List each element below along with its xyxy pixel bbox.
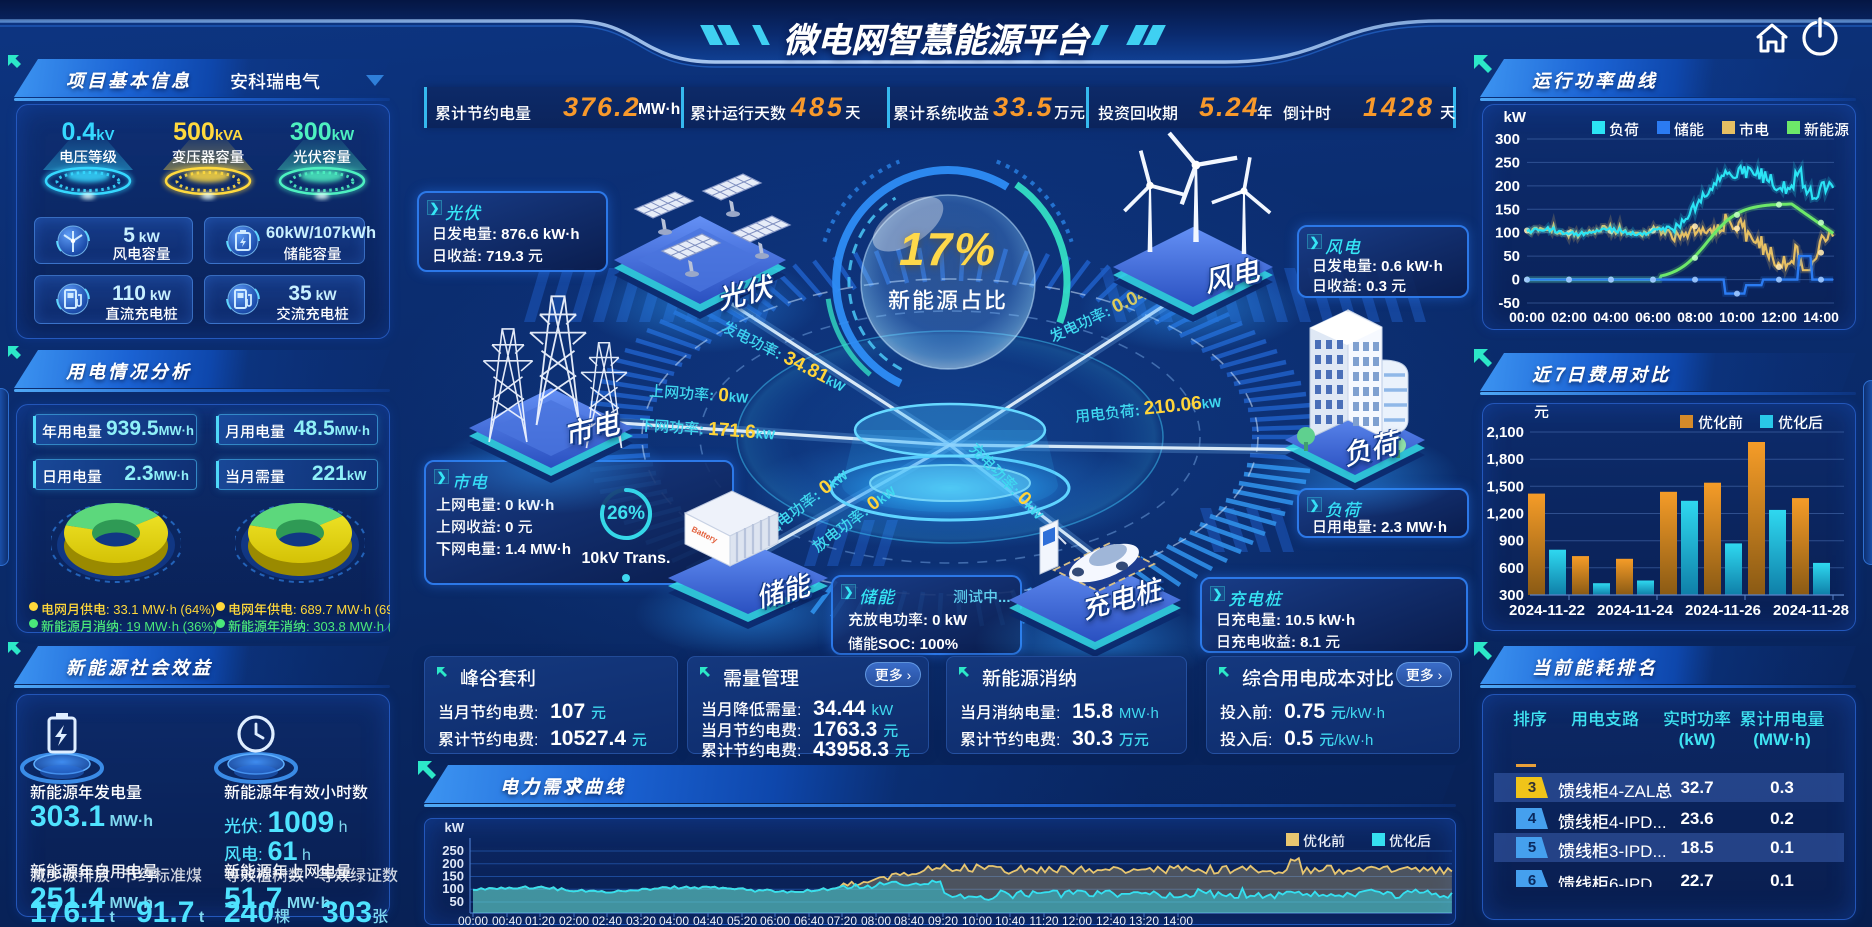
svg-text:10:40: 10:40 xyxy=(995,914,1025,927)
svg-text:09:20: 09:20 xyxy=(928,914,958,927)
svg-text:02:40: 02:40 xyxy=(592,914,622,927)
svg-text:12:00: 12:00 xyxy=(1761,309,1797,325)
svg-text:06:00: 06:00 xyxy=(1635,309,1671,325)
svg-text:05:20: 05:20 xyxy=(727,914,757,927)
svg-text:2024-11-24: 2024-11-24 xyxy=(1597,602,1674,619)
svg-text:kW: kW xyxy=(1504,109,1527,126)
svg-text:100: 100 xyxy=(442,881,464,896)
svg-text:03:20: 03:20 xyxy=(626,914,656,927)
svg-text:12:00: 12:00 xyxy=(1062,914,1092,927)
svg-text:900: 900 xyxy=(1499,533,1524,550)
svg-text:250: 250 xyxy=(1495,154,1520,171)
svg-text:2024-11-22: 2024-11-22 xyxy=(1509,602,1585,619)
svg-text:00:00: 00:00 xyxy=(1509,309,1545,325)
svg-text:150: 150 xyxy=(442,869,464,884)
svg-text:06:40: 06:40 xyxy=(794,914,824,927)
svg-text:14:00: 14:00 xyxy=(1163,914,1193,927)
svg-text:150: 150 xyxy=(1495,201,1520,218)
svg-text:14:00: 14:00 xyxy=(1803,309,1839,325)
svg-text:01:20: 01:20 xyxy=(525,914,555,927)
svg-text:200: 200 xyxy=(442,856,464,871)
svg-text:12:40: 12:40 xyxy=(1096,914,1126,927)
svg-text:300: 300 xyxy=(1499,587,1524,604)
svg-text:13:20: 13:20 xyxy=(1129,914,1159,927)
svg-text:2024-11-28: 2024-11-28 xyxy=(1773,602,1849,619)
svg-text:50: 50 xyxy=(450,894,464,909)
svg-text:kW: kW xyxy=(445,820,465,835)
svg-text:11:20: 11:20 xyxy=(1029,914,1058,927)
svg-text:10:00: 10:00 xyxy=(962,914,992,927)
svg-text:-50: -50 xyxy=(1498,295,1520,312)
svg-text:0: 0 xyxy=(1512,272,1520,289)
svg-text:50: 50 xyxy=(1503,248,1520,265)
svg-text:08:00: 08:00 xyxy=(1677,309,1713,325)
svg-text:10:00: 10:00 xyxy=(1719,309,1755,325)
svg-text:07:20: 07:20 xyxy=(827,914,857,927)
svg-text:1,800: 1,800 xyxy=(1486,451,1524,468)
svg-text:250: 250 xyxy=(442,843,464,858)
svg-text:08:40: 08:40 xyxy=(894,914,924,927)
svg-text:600: 600 xyxy=(1499,560,1524,577)
svg-text:2,100: 2,100 xyxy=(1486,424,1524,441)
svg-text:08:00: 08:00 xyxy=(861,914,891,927)
svg-text:200: 200 xyxy=(1495,178,1520,195)
svg-text:1,500: 1,500 xyxy=(1486,478,1524,495)
svg-text:100: 100 xyxy=(1495,225,1520,242)
svg-text:300: 300 xyxy=(1495,131,1520,148)
svg-text:00:00: 00:00 xyxy=(458,914,488,927)
svg-text:2024-11-26: 2024-11-26 xyxy=(1685,602,1761,619)
svg-text:04:40: 04:40 xyxy=(693,914,723,927)
svg-text:元: 元 xyxy=(1534,404,1549,421)
svg-text:1,200: 1,200 xyxy=(1486,506,1524,523)
svg-text:06:00: 06:00 xyxy=(760,914,790,927)
svg-text:02:00: 02:00 xyxy=(559,914,589,927)
svg-text:04:00: 04:00 xyxy=(1593,309,1629,325)
svg-text:02:00: 02:00 xyxy=(1551,309,1587,325)
svg-text:04:00: 04:00 xyxy=(659,914,689,927)
svg-text:00:40: 00:40 xyxy=(492,914,522,927)
